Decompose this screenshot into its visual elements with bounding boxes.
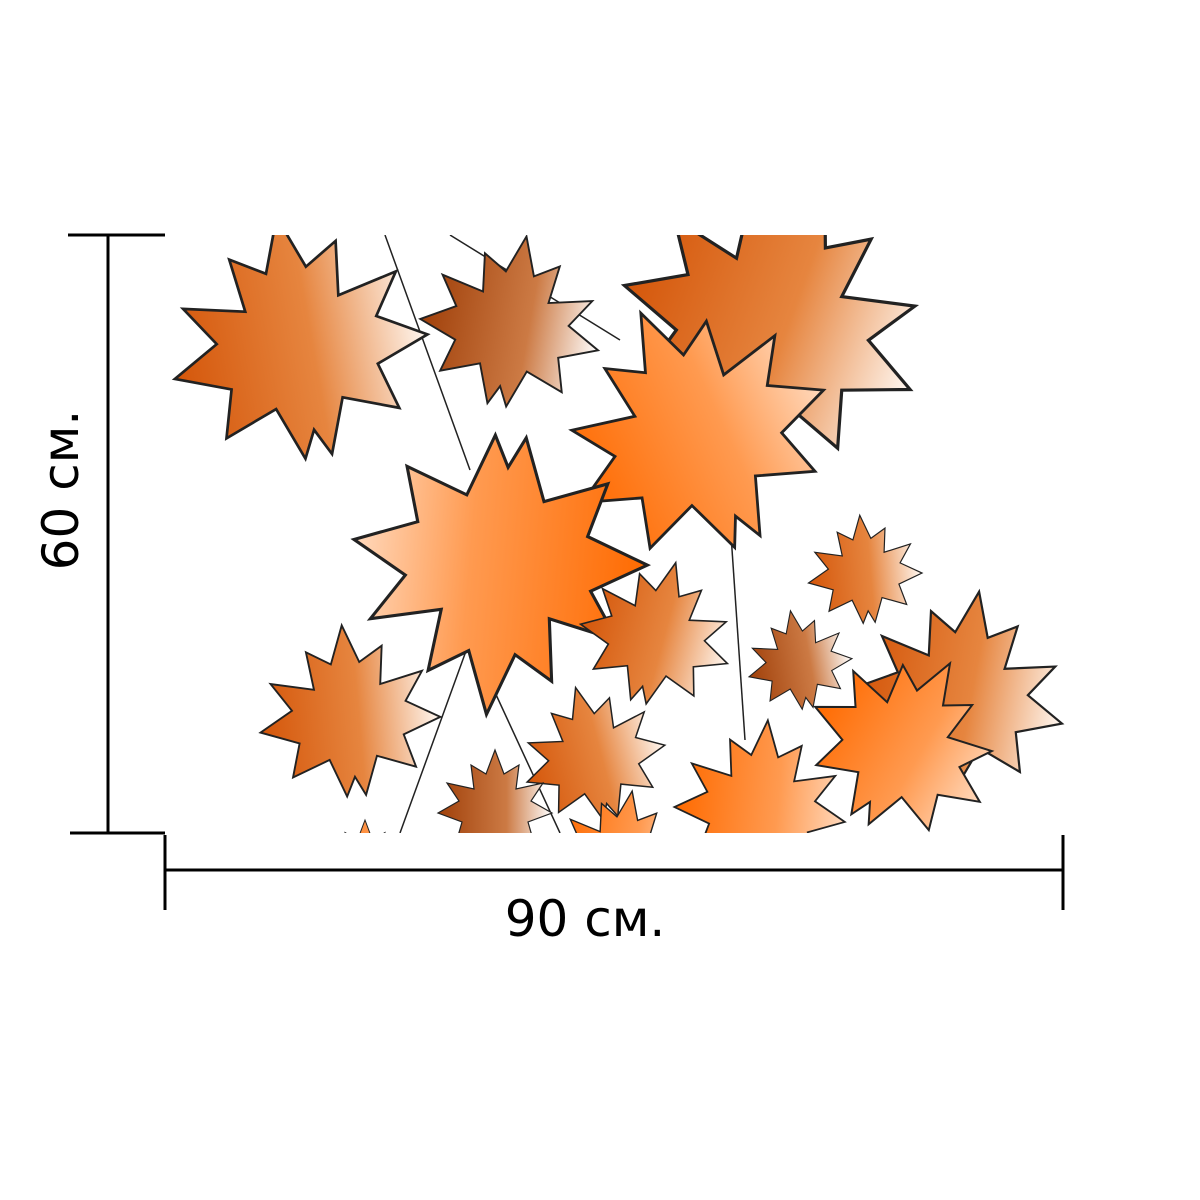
stem: [729, 519, 746, 741]
stem: [384, 235, 471, 471]
leaf: [738, 601, 860, 718]
leaf: [165, 235, 447, 480]
leaf-pattern: [165, 235, 1065, 833]
leaf: [437, 749, 553, 833]
height-label: 60 см.: [32, 410, 90, 571]
leaf: [406, 235, 617, 422]
stem: [399, 639, 471, 833]
leaf: [250, 616, 448, 805]
leaf: [802, 509, 927, 629]
leaf: [317, 819, 413, 833]
leaf: [667, 711, 854, 833]
width-label: 90 см.: [505, 890, 666, 948]
